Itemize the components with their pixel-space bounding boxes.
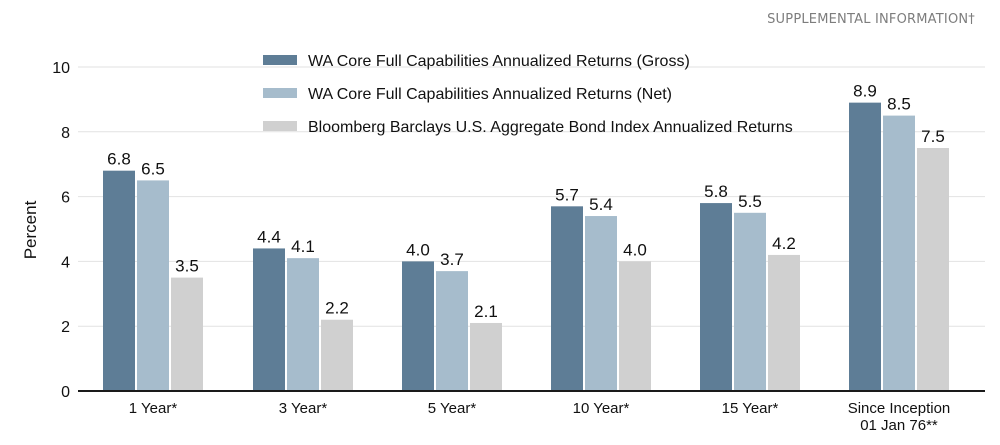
- legend: WA Core Full Capabilities Annualized Ret…: [263, 53, 793, 136]
- data-label: 8.9: [853, 82, 877, 101]
- bar-series-3: [768, 254, 800, 391]
- data-label: 5.7: [555, 185, 579, 204]
- x-tick-label: 5 Year*: [428, 400, 477, 417]
- bars: [103, 102, 949, 391]
- bar-series-1: [103, 170, 135, 391]
- data-label: 2.2: [325, 299, 349, 318]
- data-label: 5.8: [704, 182, 728, 201]
- y-ticks: 0 2 4 6 8 10: [52, 60, 70, 401]
- data-label: 2.1: [474, 302, 498, 321]
- data-label: 8.5: [887, 95, 911, 114]
- y-tick-label: 4: [61, 254, 70, 271]
- data-label: 3.7: [440, 250, 464, 269]
- x-tick-label: 10 Year*: [573, 400, 630, 417]
- data-labels: 6.8 4.4 4.0 5.7 5.8 8.9 6.5 4.1 3.7 5.4 5.5 8.5 3.5 2…: [107, 82, 945, 321]
- data-label: 4.1: [291, 237, 315, 256]
- data-label: 6.8: [107, 150, 131, 169]
- x-tick-label: 01 Jan 76**: [860, 417, 938, 434]
- y-tick-label: 10: [52, 60, 70, 77]
- data-label: 3.5: [175, 257, 199, 276]
- data-label: 5.4: [589, 195, 613, 214]
- bar-series-1: [700, 203, 732, 391]
- x-tick-label: Since Inception: [848, 400, 951, 417]
- bar-series-2: [734, 212, 766, 391]
- bar-series-1: [402, 261, 434, 391]
- y-tick-label: 0: [61, 384, 70, 401]
- legend-swatch: [263, 88, 297, 98]
- bar-series-3: [917, 148, 949, 391]
- supplemental-information-label: SUPPLEMENTAL INFORMATION†: [767, 12, 975, 27]
- data-label: 7.5: [921, 127, 945, 146]
- data-label: 4.2: [772, 234, 796, 253]
- data-label: 4.4: [257, 227, 281, 246]
- data-label: 6.5: [141, 159, 165, 178]
- gridlines: [78, 66, 985, 327]
- x-tick-label: 15 Year*: [722, 400, 779, 417]
- legend-swatch: [263, 121, 297, 131]
- bar-series-1: [551, 206, 583, 391]
- legend-label: WA Core Full Capabilities Annualized Ret…: [308, 86, 672, 103]
- data-label: 4.0: [623, 240, 647, 259]
- data-label: 4.0: [406, 240, 430, 259]
- bar-series-3: [171, 277, 203, 391]
- bar-series-2: [883, 115, 915, 391]
- bar-series-2: [585, 216, 617, 391]
- bar-series-2: [287, 258, 319, 391]
- bar-series-2: [137, 180, 169, 391]
- bar-series-2: [436, 271, 468, 391]
- legend-label: WA Core Full Capabilities Annualized Ret…: [308, 53, 690, 70]
- x-ticks: 1 Year* 3 Year* 5 Year* 10 Year* 15 Year* Sin…: [129, 400, 950, 434]
- bar-series-3: [619, 261, 651, 391]
- y-tick-label: 6: [61, 190, 70, 207]
- bar-series-3: [321, 319, 353, 391]
- bar-series-1: [849, 102, 881, 391]
- x-tick-label: 3 Year*: [279, 400, 328, 417]
- bar-series-3: [470, 322, 502, 391]
- y-tick-label: 8: [61, 125, 70, 142]
- bar-series-1: [253, 248, 285, 391]
- y-tick-label: 2: [61, 319, 70, 336]
- data-label: 5.5: [738, 192, 762, 211]
- legend-label: Bloomberg Barclays U.S. Aggregate Bond I…: [308, 119, 793, 136]
- x-tick-label: 1 Year*: [129, 400, 178, 417]
- legend-swatch: [263, 55, 297, 65]
- y-axis-title: Percent: [21, 200, 40, 259]
